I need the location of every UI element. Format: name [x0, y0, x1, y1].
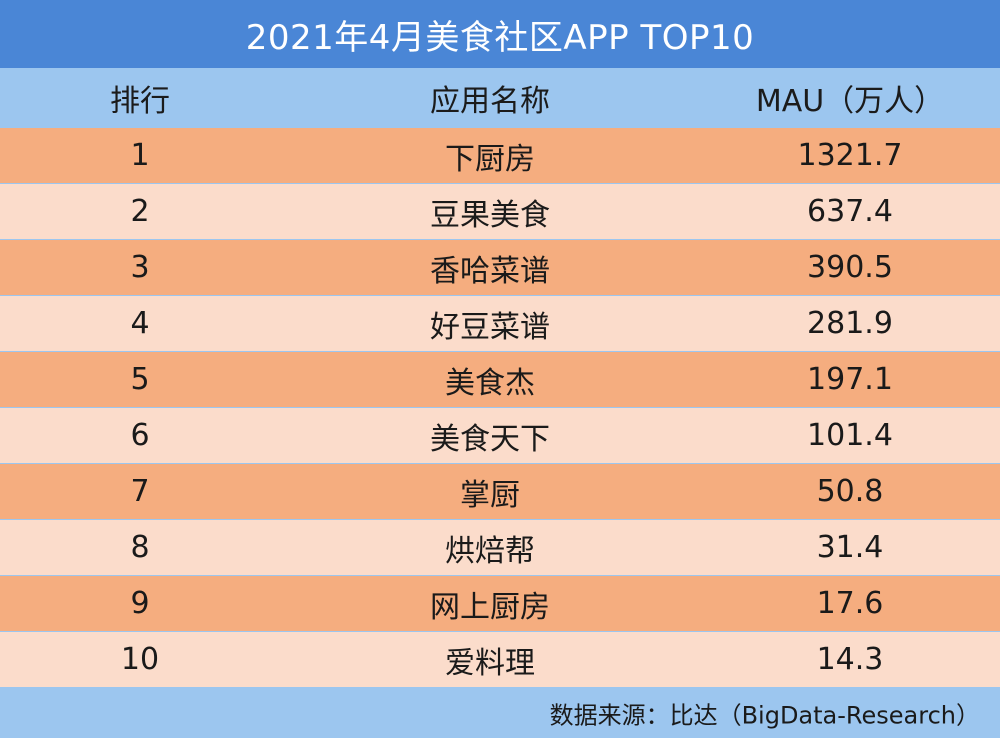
rank-cell: 5 [130, 362, 150, 397]
rank-cell: 9 [130, 586, 150, 621]
table-row: 10 爱料理 14.3 [0, 632, 1000, 687]
table-row: 5 美食杰 197.1 [0, 352, 1000, 407]
table-row: 1 下厨房 1321.7 [0, 128, 1000, 183]
table-row: 6 美食天下 101.4 [0, 408, 1000, 463]
mau-cell: 17.6 [816, 586, 884, 621]
header-mau: MAU（万人） [755, 84, 945, 119]
rank-cell: 6 [130, 418, 150, 453]
mau-cell: 197.1 [807, 362, 893, 397]
app-name-cell: 美食杰 [445, 365, 535, 401]
source-text: 数据来源：比达（BigData-Research） [549, 701, 980, 730]
table-row: 9 网上厨房 17.6 [0, 576, 1000, 631]
mau-cell: 50.8 [816, 474, 884, 509]
rank-cell: 10 [120, 642, 160, 677]
mau-cell: 1321.7 [797, 138, 903, 173]
header-rank: 排行 [110, 84, 170, 119]
table-row: 7 掌厨 50.8 [0, 464, 1000, 519]
rank-cell: 2 [130, 194, 150, 229]
app-name-cell: 掌厨 [460, 477, 520, 513]
header-app-name: 应用名称 [430, 84, 550, 119]
chart-title: 2021年4月美食社区APP TOP10 [0, 0, 1000, 68]
rank-cell: 7 [130, 474, 150, 509]
app-name-cell: 好豆菜谱 [430, 309, 550, 345]
app-name-cell: 下厨房 [445, 141, 535, 177]
table-row: 3 香哈菜谱 390.5 [0, 240, 1000, 295]
mau-cell: 14.3 [816, 642, 884, 677]
rank-cell: 8 [130, 530, 150, 565]
table-header: 排行 应用名称 MAU（万人） [0, 68, 1000, 128]
app-name-cell: 豆果美食 [430, 197, 550, 233]
app-name-cell: 爱料理 [445, 645, 535, 681]
table-row: 8 烘焙帮 31.4 [0, 520, 1000, 575]
rank-cell: 3 [130, 250, 150, 285]
mau-cell: 281.9 [807, 306, 893, 341]
app-name-cell: 香哈菜谱 [430, 253, 550, 289]
rank-cell: 4 [130, 306, 150, 341]
app-name-cell: 烘焙帮 [445, 533, 535, 569]
table-row: 4 好豆菜谱 281.9 [0, 296, 1000, 351]
mau-cell: 637.4 [807, 194, 893, 229]
app-name-cell: 网上厨房 [430, 589, 550, 625]
table-row: 2 豆果美食 637.4 [0, 184, 1000, 239]
app-name-cell: 美食天下 [430, 421, 550, 457]
source-footer: 数据来源：比达（BigData-Research） [0, 688, 1000, 738]
mau-cell: 390.5 [807, 250, 893, 285]
mau-cell: 31.4 [816, 530, 884, 565]
table-body: 1 下厨房 1321.7 2 豆果美食 637.4 3 香哈菜谱 390.5 4 好豆菜谱 281.9… [0, 128, 1000, 688]
mau-cell: 101.4 [807, 418, 893, 453]
rank-cell: 1 [130, 138, 150, 173]
